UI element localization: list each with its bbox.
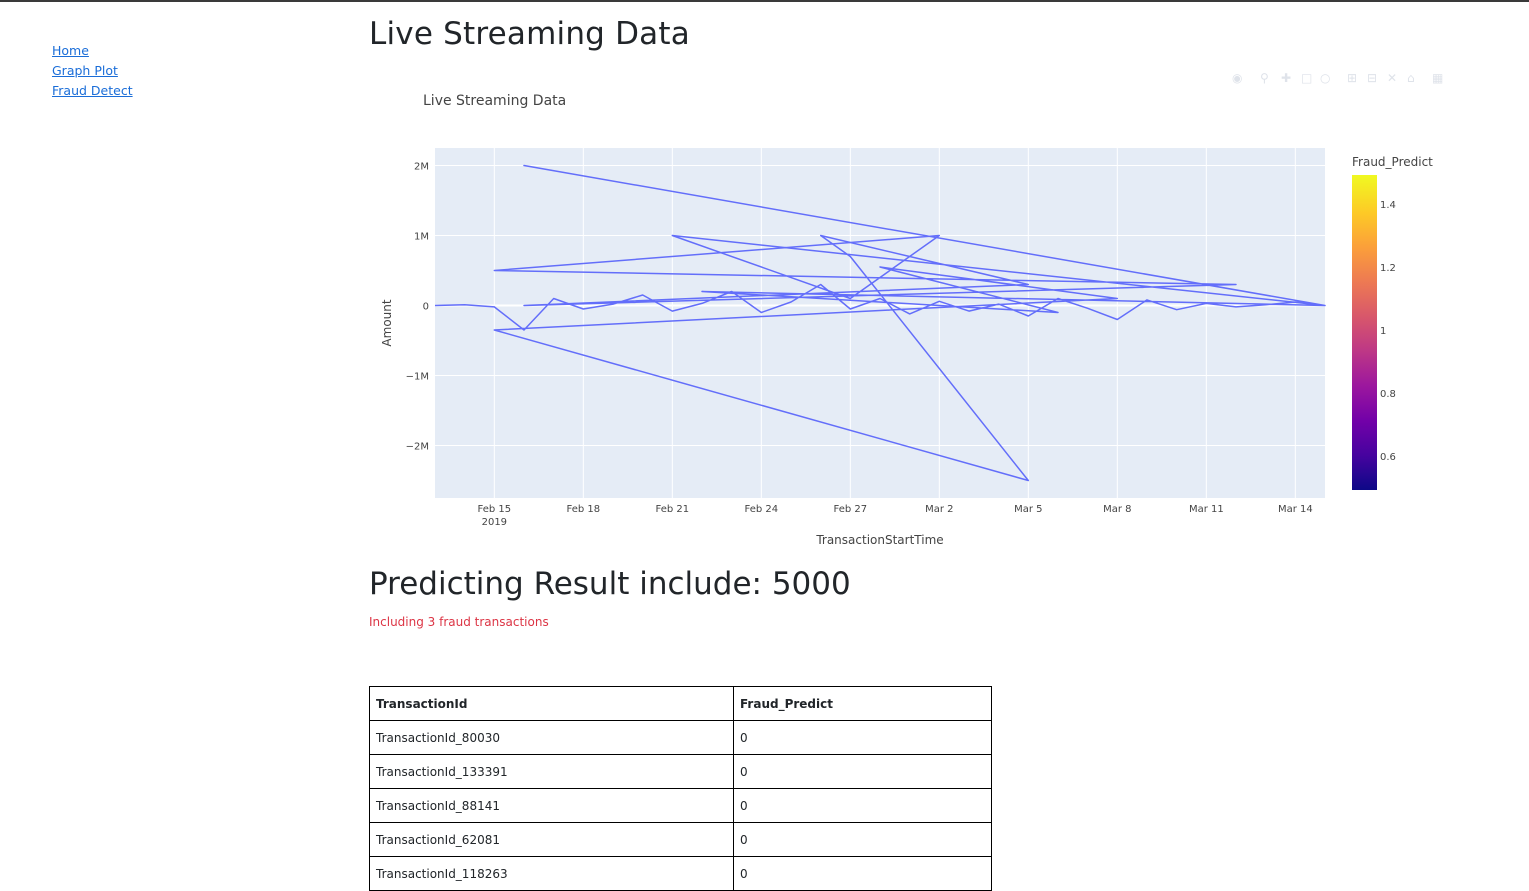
colorbar-gradient — [1352, 175, 1377, 490]
nav-link-graph-plot[interactable]: Graph Plot — [52, 63, 118, 78]
x-tick-label: Feb 27 — [834, 504, 868, 515]
column-header-transactionid: TransactionId — [369, 686, 734, 721]
fraud-predict-cell: 0 — [733, 754, 992, 789]
y-tick-label: −2M — [406, 442, 429, 453]
x-tick-label: Feb 24 — [745, 504, 779, 515]
transaction-id-cell: TransactionId_118263 — [369, 856, 734, 891]
y-tick-label: 2M — [414, 162, 429, 173]
box-select-icon[interactable]: □ — [1301, 71, 1313, 85]
column-header-fraud-predict: Fraud_Predict — [733, 686, 992, 721]
y-tick-label: −1M — [406, 372, 429, 383]
y-tick-label: 1M — [414, 232, 429, 243]
line-chart[interactable]: Feb 15 2019 Feb 18 Feb 21 Feb 24 Feb 27 Mar 2 M… — [370, 140, 1345, 555]
x-tick-label: Mar 11 — [1189, 504, 1224, 515]
page-title: Live Streaming Data — [369, 16, 690, 52]
pan-icon[interactable]: ✚ — [1281, 71, 1292, 85]
nav-link-fraud-detect[interactable]: Fraud Detect — [52, 83, 133, 98]
zoom-icon[interactable]: ⚲ — [1260, 71, 1269, 85]
reset-axes-icon[interactable]: ⌂ — [1407, 71, 1415, 85]
sidebar-nav: Home Graph Plot Fraud Detect — [52, 41, 133, 101]
table-row: TransactionId_133391 0 — [369, 754, 992, 789]
fraud-predict-cell: 0 — [733, 720, 992, 755]
x-tick-label: Mar 8 — [1103, 504, 1131, 515]
window-top-border — [0, 0, 1529, 2]
x-tick-label: Mar 5 — [1014, 504, 1042, 515]
table-row: TransactionId_118263 0 — [369, 856, 992, 891]
x-tick-label: Feb 18 — [567, 504, 601, 515]
results-table: TransactionId Fraud_Predict TransactionI… — [369, 686, 992, 891]
table-row: TransactionId_88141 0 — [369, 788, 992, 823]
x-tick-label: Mar 2 — [925, 504, 953, 515]
y-axis-label: Amount — [380, 299, 394, 346]
x-tick-label: Feb 15 2019 — [478, 504, 512, 528]
plotly-logo-icon[interactable]: ▦ — [1432, 71, 1444, 85]
transaction-id-cell: TransactionId_133391 — [369, 754, 734, 789]
fraud-count-note: Including 3 fraud transactions — [369, 615, 549, 629]
x-axis-label: TransactionStartTime — [815, 533, 943, 547]
fraud-predict-cell: 0 — [733, 856, 992, 891]
zoom-in-icon[interactable]: ⊞ — [1347, 71, 1358, 85]
result-title: Predicting Result include: 5000 — [369, 566, 851, 602]
colorbar-tick: 0.8 — [1380, 389, 1396, 400]
chart-title: Live Streaming Data — [423, 93, 567, 109]
table-header-row: TransactionId Fraud_Predict — [369, 686, 992, 721]
nav-link-home[interactable]: Home — [52, 43, 89, 58]
x-tick-label: Mar 14 — [1278, 504, 1313, 515]
x-tick-label: Feb 21 — [656, 504, 690, 515]
transaction-id-cell: TransactionId_88141 — [369, 788, 734, 823]
fraud-predict-cell: 0 — [733, 788, 992, 823]
colorbar-tick: 1 — [1380, 326, 1387, 337]
fraud-predict-cell: 0 — [733, 822, 992, 857]
table-row: TransactionId_80030 0 — [369, 720, 992, 755]
camera-icon[interactable]: ◉ — [1232, 71, 1243, 85]
series-line — [434, 164, 1326, 482]
lasso-select-icon[interactable]: ○ — [1320, 71, 1331, 85]
table-row: TransactionId_62081 0 — [369, 822, 992, 857]
colorbar-title: Fraud_Predict — [1352, 155, 1433, 169]
zoom-out-icon[interactable]: ⊟ — [1367, 71, 1378, 85]
colorbar-tick: 1.2 — [1380, 263, 1396, 274]
y-tick-label: 0 — [423, 302, 429, 313]
colorbar-tick: 0.6 — [1380, 452, 1396, 463]
transaction-id-cell: TransactionId_62081 — [369, 822, 734, 857]
transaction-id-cell: TransactionId_80030 — [369, 720, 734, 755]
colorbar-tick: 1.4 — [1380, 200, 1396, 211]
autoscale-icon[interactable]: ✕ — [1387, 71, 1398, 85]
